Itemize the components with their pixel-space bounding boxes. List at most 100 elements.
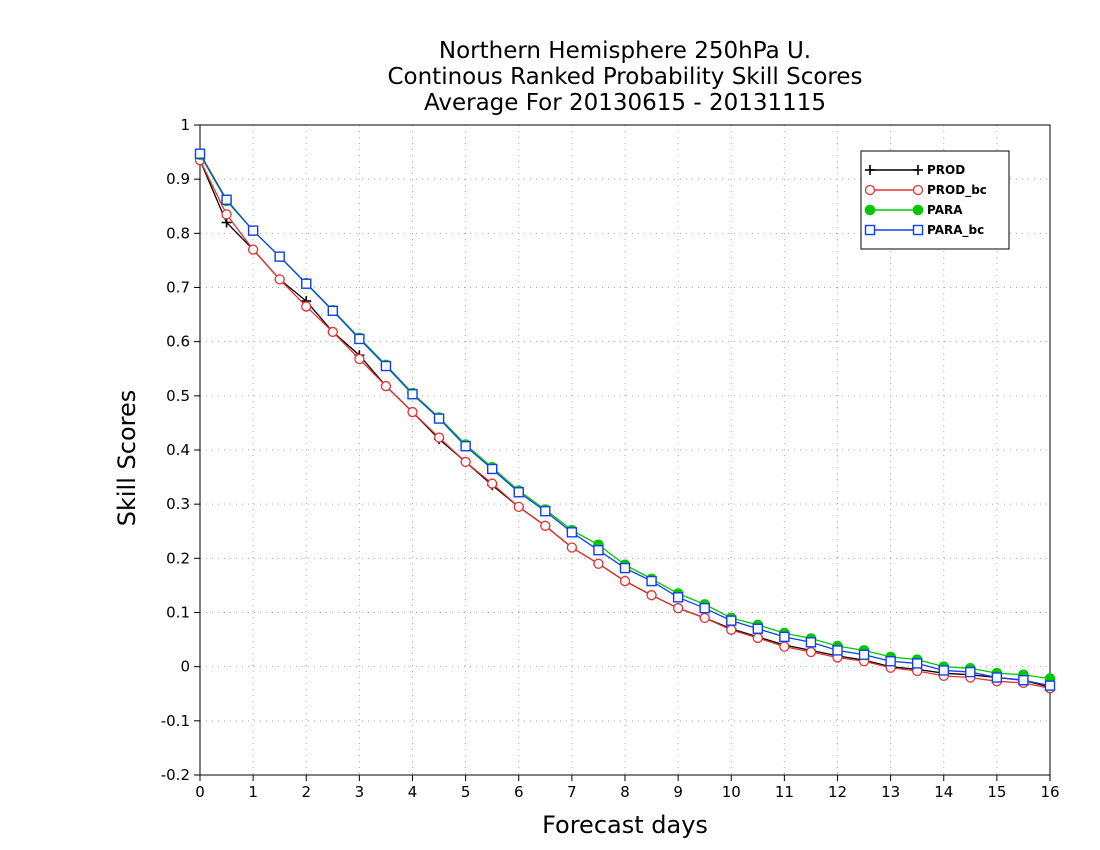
series-para-bc bbox=[194, 148, 1056, 691]
data-point-prod-bc bbox=[301, 301, 312, 312]
data-point-para-bc bbox=[699, 602, 710, 614]
data-point-prod-bc bbox=[779, 641, 790, 652]
chart-title: Northern Hemisphere 250hPa U. Continous … bbox=[387, 38, 862, 116]
data-point-prod-bc bbox=[221, 209, 232, 220]
data-point-prod-bc bbox=[540, 520, 551, 531]
data-point-para-bc bbox=[301, 278, 312, 289]
data-point-para-bc bbox=[486, 463, 498, 475]
x-tick-label: 0 bbox=[195, 783, 205, 801]
chart-title-line-3: Average For 20130615 - 20131115 bbox=[424, 90, 826, 116]
data-point-para-bc bbox=[779, 631, 790, 643]
series-layer bbox=[194, 148, 1056, 694]
data-point-prod-bc bbox=[805, 646, 817, 658]
data-point-para-bc bbox=[407, 389, 418, 400]
axis-ticks: 0 1 2 3 4 5 6 7 8 9 10 11 12 13 14 15 16-0.2-0.100.10.20… bbox=[161, 116, 1060, 801]
data-point-para-bc bbox=[380, 360, 392, 372]
legend-entry-para-bc: PARA_bc bbox=[864, 223, 984, 238]
data-point-para-bc bbox=[911, 658, 923, 669]
data-point-para-bc bbox=[1044, 680, 1056, 691]
y-tick-label: 0.5 bbox=[166, 387, 190, 405]
y-tick-label: -0.2 bbox=[161, 766, 190, 784]
legend-entry-prod-bc: PROD_bc bbox=[864, 183, 987, 198]
legend-marker bbox=[913, 165, 923, 175]
x-tick-label: 13 bbox=[881, 783, 900, 801]
x-tick-label: 9 bbox=[673, 783, 683, 801]
data-point-prod-bc bbox=[619, 575, 631, 587]
data-point-prod-bc bbox=[327, 326, 338, 338]
data-point-prod-bc bbox=[460, 456, 471, 468]
y-tick-label: 0.9 bbox=[166, 170, 190, 188]
data-point-prod-bc bbox=[752, 632, 763, 644]
legend-marker bbox=[912, 184, 924, 196]
data-point-prod-bc bbox=[726, 624, 737, 635]
data-point-para-bc bbox=[566, 527, 578, 538]
legend-box bbox=[860, 150, 1010, 250]
data-point-para-bc bbox=[247, 225, 259, 236]
data-point-para-bc bbox=[726, 615, 737, 626]
data-point-prod-bc bbox=[354, 353, 365, 365]
x-tick-label: 8 bbox=[620, 783, 630, 801]
x-tick-label: 15 bbox=[987, 783, 1006, 801]
x-tick-label: 5 bbox=[461, 783, 471, 801]
data-point-para-bc bbox=[593, 545, 604, 556]
legend-marker bbox=[864, 204, 876, 216]
y-tick-label: 0.7 bbox=[166, 279, 190, 297]
y-tick-label: 0.2 bbox=[166, 549, 190, 567]
x-tick-label: 1 bbox=[248, 783, 258, 801]
x-axis-label: Forecast days bbox=[542, 811, 708, 839]
y-tick-label: 0.1 bbox=[166, 604, 190, 622]
data-point-para-bc bbox=[885, 656, 896, 667]
chart-title-line-2: Continous Ranked Probability Skill Score… bbox=[387, 64, 862, 90]
y-tick-label: 0.6 bbox=[166, 333, 190, 351]
x-tick-label: 7 bbox=[567, 783, 577, 801]
legend-marker bbox=[865, 165, 875, 175]
y-tick-label: 0.3 bbox=[166, 495, 190, 513]
data-point-para-bc bbox=[354, 333, 365, 345]
data-point-para-bc bbox=[858, 649, 870, 660]
data-point-para-bc bbox=[752, 623, 764, 634]
legend-label: PROD bbox=[927, 163, 965, 177]
data-point-prod-bc bbox=[274, 274, 285, 285]
y-axis-label: Skill Scores bbox=[113, 390, 141, 527]
legend-entry-prod: PROD bbox=[865, 163, 965, 177]
data-point-para-bc bbox=[832, 645, 843, 656]
chart-title-line-1: Northern Hemisphere 250hPa U. bbox=[439, 38, 811, 64]
data-point-para-bc bbox=[938, 665, 949, 676]
y-tick-label: 0.4 bbox=[166, 441, 190, 459]
data-point-para-bc bbox=[327, 305, 339, 316]
x-tick-label: 3 bbox=[355, 783, 365, 801]
data-point-para-bc bbox=[805, 637, 817, 648]
data-point-para-bc bbox=[194, 148, 206, 159]
data-point-para-bc bbox=[965, 666, 976, 678]
data-point-para-bc bbox=[460, 441, 471, 452]
y-tick-label: 1 bbox=[180, 116, 190, 134]
x-tick-label: 10 bbox=[722, 783, 741, 801]
data-point-prod-bc bbox=[487, 478, 498, 489]
data-point-prod-bc bbox=[513, 501, 524, 513]
x-tick-label: 6 bbox=[514, 783, 524, 801]
legend-entry-para: PARA bbox=[864, 203, 963, 217]
data-point-para-bc bbox=[646, 575, 657, 587]
legend-label: PARA_bc bbox=[927, 223, 984, 238]
data-point-prod-bc bbox=[566, 542, 578, 553]
y-tick-label: 0.8 bbox=[166, 224, 190, 242]
x-tick-label: 2 bbox=[301, 783, 311, 801]
x-tick-label: 12 bbox=[828, 783, 847, 801]
data-point-para-bc bbox=[221, 194, 232, 205]
legend-marker bbox=[912, 224, 924, 236]
data-point-prod-bc bbox=[433, 432, 445, 443]
legend-label: PARA bbox=[927, 203, 963, 217]
legend-label: PROD_bc bbox=[927, 183, 987, 198]
data-point-para-bc bbox=[540, 506, 551, 517]
data-point-prod-bc bbox=[380, 380, 392, 392]
y-tick-label: 0 bbox=[180, 658, 190, 676]
data-point-prod-bc bbox=[593, 558, 604, 569]
legend-marker bbox=[864, 224, 876, 236]
legend-marker bbox=[912, 204, 924, 216]
x-tick-label: 4 bbox=[408, 783, 418, 801]
data-point-para-bc bbox=[1018, 675, 1029, 686]
x-tick-label: 16 bbox=[1040, 783, 1059, 801]
data-point-para-bc bbox=[274, 251, 285, 262]
data-point-prod-bc bbox=[407, 406, 418, 418]
